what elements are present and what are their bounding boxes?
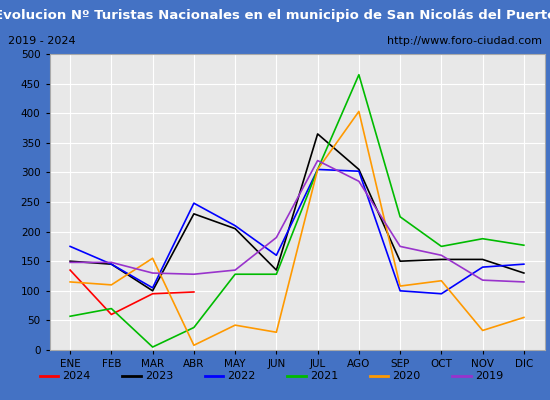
Text: 2019: 2019 xyxy=(475,371,503,381)
Text: Evolucion Nº Turistas Nacionales en el municipio de San Nicolás del Puerto: Evolucion Nº Turistas Nacionales en el m… xyxy=(0,8,550,22)
Text: 2020: 2020 xyxy=(392,371,420,381)
Text: 2023: 2023 xyxy=(145,371,173,381)
Text: 2022: 2022 xyxy=(227,371,256,381)
Text: 2024: 2024 xyxy=(62,371,91,381)
Text: 2019 - 2024: 2019 - 2024 xyxy=(8,36,76,46)
Text: 2021: 2021 xyxy=(310,371,338,381)
Text: http://www.foro-ciudad.com: http://www.foro-ciudad.com xyxy=(387,36,542,46)
